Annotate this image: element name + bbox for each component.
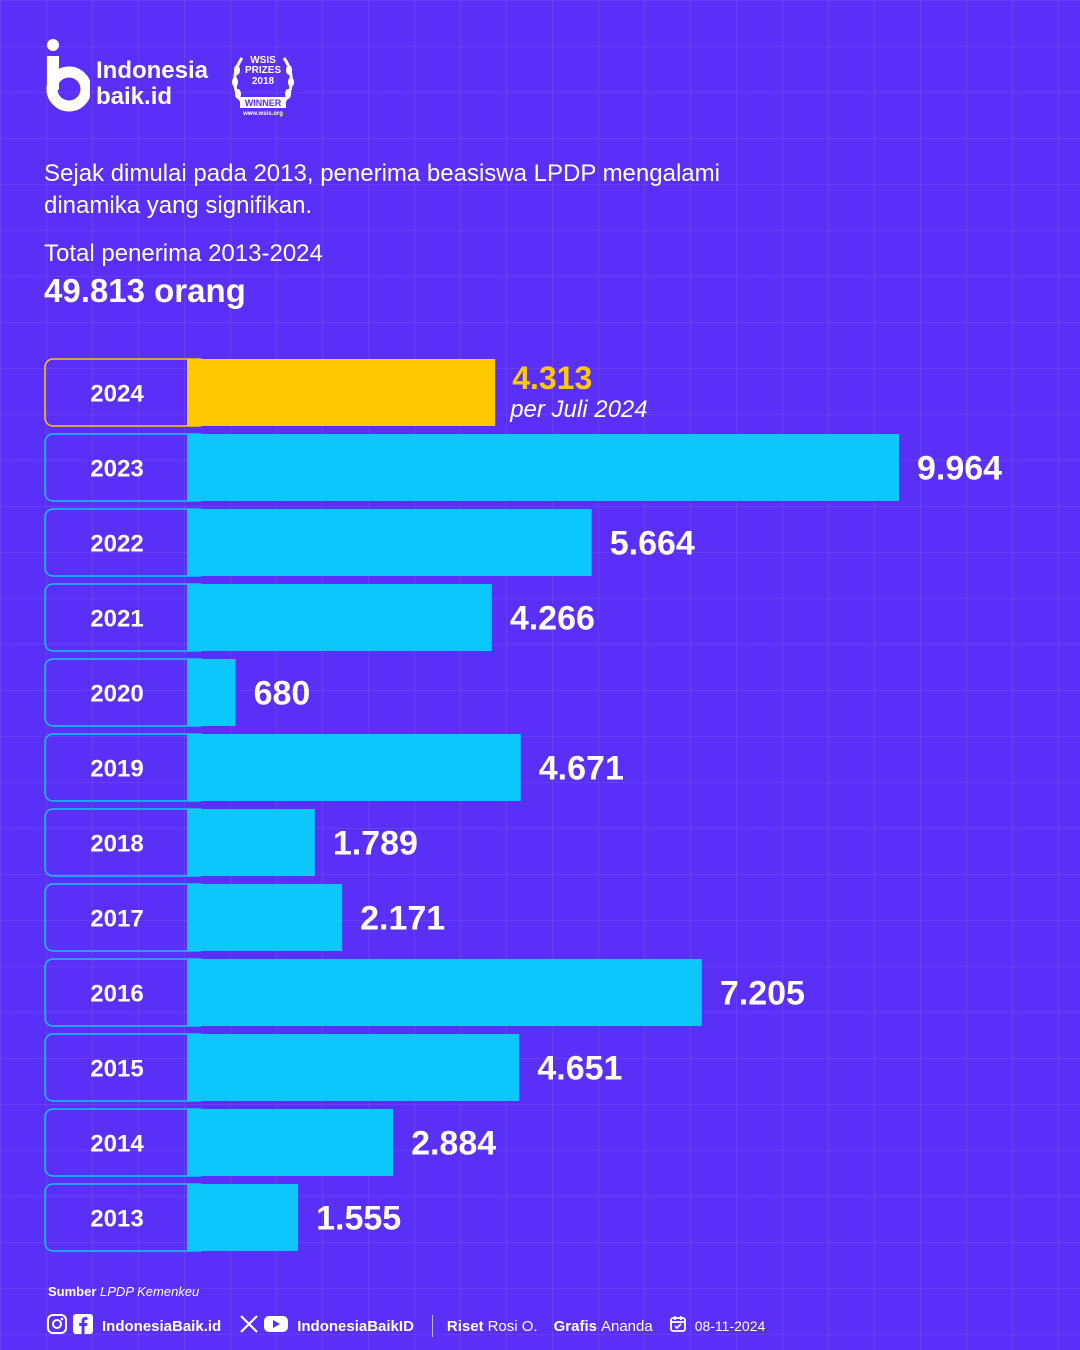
bar xyxy=(187,509,592,576)
bar xyxy=(187,1184,299,1251)
bar xyxy=(187,809,315,876)
bar xyxy=(187,959,702,1026)
award-url: www.wsis.org xyxy=(243,111,283,117)
publish-date: 08-11-2024 xyxy=(694,1318,766,1334)
bar xyxy=(187,659,236,726)
source-value: LPDP Kemenkeu xyxy=(100,1284,200,1299)
wsis-award-badge: WSIS PRIZES 2018 WINNER www.wsis.org xyxy=(228,50,298,120)
value-label: 7.205 xyxy=(720,975,805,1013)
year-label: 2015 xyxy=(90,1056,143,1083)
youtube-icon[interactable] xyxy=(263,1314,289,1338)
value-label: 5.664 xyxy=(610,525,695,563)
bar xyxy=(187,359,496,426)
year-label: 2023 xyxy=(90,456,143,483)
laurel-wreath-icon xyxy=(232,57,294,108)
year-label: 2018 xyxy=(90,831,143,858)
calendar-icon xyxy=(669,1315,687,1337)
footer-divider xyxy=(431,1315,433,1337)
highlight-note: per Juli 2024 xyxy=(509,396,647,423)
source-label: Sumber xyxy=(48,1284,97,1299)
handle-indonesiabaikid[interactable]: IndonesiaBaikID xyxy=(297,1317,414,1335)
value-label: 4.313 xyxy=(512,360,592,396)
value-label: 4.266 xyxy=(510,600,595,638)
award-line1: WSIS xyxy=(250,55,276,66)
year-label: 2022 xyxy=(90,531,143,558)
grafis-label: Grafis xyxy=(553,1317,597,1335)
value-label: 2.884 xyxy=(411,1125,496,1163)
award-line3: 2018 xyxy=(251,76,275,87)
year-label: 2013 xyxy=(90,1206,143,1233)
year-label: 2021 xyxy=(90,606,143,633)
value-label: 2.171 xyxy=(360,900,445,938)
source-line: Sumber LPDP Kemenkeu xyxy=(48,1284,199,1299)
value-label: 4.651 xyxy=(537,1050,622,1088)
value-label: 9.964 xyxy=(917,450,1002,488)
total-value: 49.813 orang xyxy=(44,272,246,309)
total-label: Total penerima 2013-2024 xyxy=(44,240,323,267)
year-label: 2024 xyxy=(90,381,144,408)
bar xyxy=(187,1109,394,1176)
brand-line2: baik.id xyxy=(96,83,173,110)
year-label: 2017 xyxy=(90,906,143,933)
value-label: 4.671 xyxy=(539,750,624,788)
bar xyxy=(187,1034,520,1101)
bar xyxy=(187,434,899,501)
bar xyxy=(187,734,521,801)
grafis-name: Ananda xyxy=(600,1317,653,1335)
year-label: 2020 xyxy=(90,681,143,708)
year-label: 2019 xyxy=(90,756,143,783)
brand-name: Indonesia baik.id xyxy=(96,58,208,110)
award-line4: WINNER xyxy=(244,98,282,108)
intro-text: Sejak dimulai pada 2013, penerima beasis… xyxy=(44,160,720,219)
footer: IndonesiaBaik.id IndonesiaBaikID Riset R… xyxy=(46,1314,765,1338)
riset-label: Riset xyxy=(446,1317,484,1335)
riset-name: Rosi O. xyxy=(487,1317,538,1335)
value-label: 1.555 xyxy=(316,1200,401,1238)
logo-mark-icon xyxy=(46,39,90,112)
facebook-icon[interactable] xyxy=(72,1313,94,1339)
value-label: 680 xyxy=(254,675,311,713)
bar xyxy=(187,584,492,651)
instagram-icon[interactable] xyxy=(46,1313,68,1339)
x-icon[interactable] xyxy=(239,1314,259,1338)
handle-indonesiabaik-id[interactable]: IndonesiaBaik.id xyxy=(102,1317,222,1335)
bar xyxy=(187,884,343,951)
value-label: 1.789 xyxy=(333,825,418,863)
award-line2: PRIZES xyxy=(244,65,282,76)
brand-line1: Indonesia xyxy=(96,57,209,84)
year-label: 2016 xyxy=(90,981,143,1008)
year-label: 2014 xyxy=(90,1131,144,1158)
